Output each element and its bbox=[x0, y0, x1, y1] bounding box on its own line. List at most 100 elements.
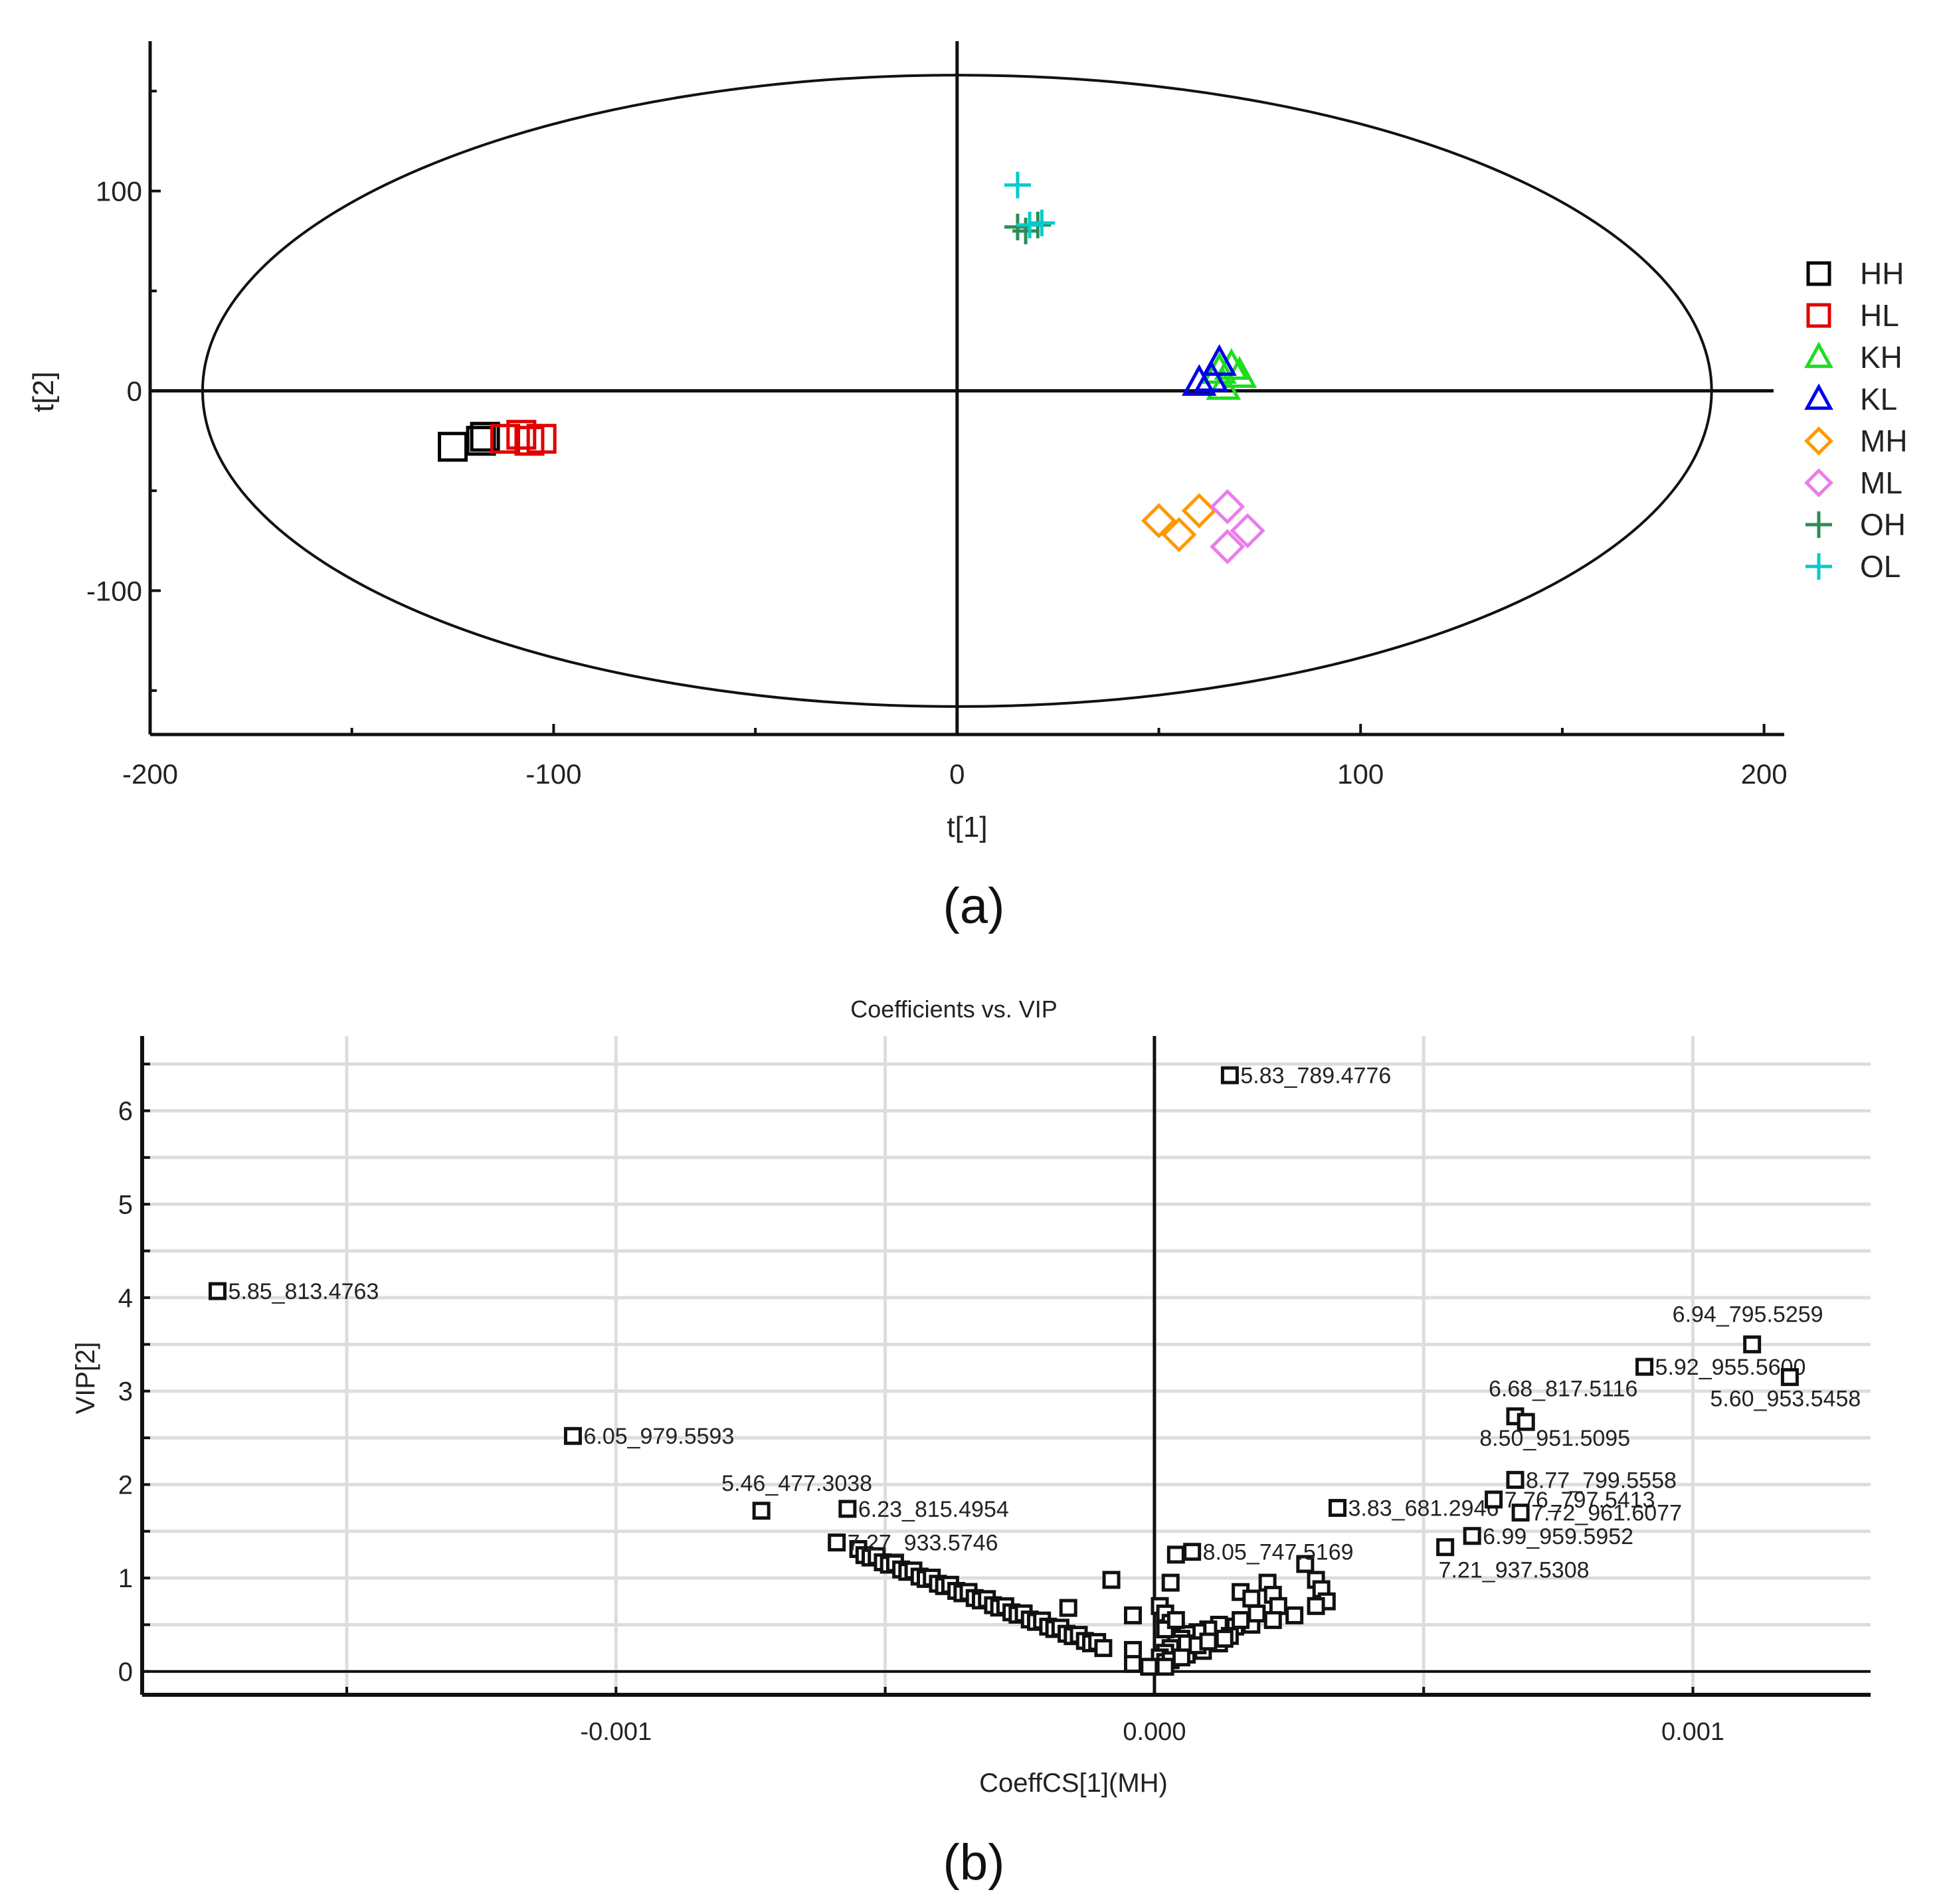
score-point-hl bbox=[506, 420, 537, 450]
legend-marker-hh bbox=[1806, 261, 1831, 286]
vip-plot-y-tick-labels: 0 1 2 3 4 5 6 bbox=[118, 1097, 133, 1687]
legend-marker-kh bbox=[1804, 341, 1833, 369]
score-plot-x-tick-label: -200 bbox=[122, 758, 178, 790]
vip-plot-y-tick-label: 6 bbox=[118, 1097, 133, 1126]
vip-point-label: 6.23_815.4954 bbox=[858, 1497, 1009, 1522]
score-plot-x-tick-label: 200 bbox=[1741, 758, 1788, 790]
score-plot-legend: HH HL KH KL MH ML OH OL bbox=[1804, 256, 1908, 584]
vip-plot-x-tick-labels: -0.001 0.000 0.001 bbox=[580, 1718, 1724, 1746]
vip-labeled-point bbox=[1506, 1470, 1525, 1489]
score-point-kl bbox=[1202, 344, 1237, 376]
score-plot-x-tick-label: 100 bbox=[1337, 758, 1384, 790]
legend-marker-oh bbox=[1805, 511, 1832, 538]
vip-labeled-point bbox=[828, 1533, 846, 1552]
vip-point-label: 8.05_747.5169 bbox=[1203, 1540, 1354, 1565]
vip-point bbox=[1102, 1571, 1121, 1589]
score-plot-y-tick-label: 0 bbox=[127, 376, 142, 407]
score-point-kl bbox=[1182, 364, 1217, 396]
vip-point-label: 5.60_953.5458 bbox=[1710, 1387, 1861, 1412]
vip-labeled-point bbox=[1635, 1357, 1654, 1376]
vip-labeled-point bbox=[1517, 1413, 1535, 1431]
legend-marker-ol bbox=[1805, 553, 1832, 580]
vip-plot-y-tick-label: 2 bbox=[118, 1470, 133, 1500]
score-point-ml bbox=[1210, 529, 1246, 564]
score-plot-x-axis-label: t[1] bbox=[947, 811, 987, 843]
vip-plot-x-tick-label: -0.001 bbox=[580, 1718, 652, 1746]
legend-label-hh: HH bbox=[1860, 256, 1904, 291]
panel-a-label: (a) bbox=[943, 878, 1005, 934]
vip-labeled-point bbox=[1780, 1368, 1799, 1387]
legend-marker-hl bbox=[1806, 303, 1831, 328]
vip-point-label: 7.21_937.5308 bbox=[1439, 1558, 1590, 1583]
score-plot-y-tick-label: 100 bbox=[96, 176, 142, 207]
score-point-hl bbox=[526, 424, 557, 454]
vip-plot-x-tick-label: 0.001 bbox=[1661, 1718, 1724, 1746]
legend-label-kl: KL bbox=[1860, 382, 1897, 416]
vip-plot-unlabeled-points bbox=[849, 1539, 1336, 1676]
score-point-mh bbox=[1181, 493, 1217, 529]
vip-point-label: 8.77_799.5558 bbox=[1526, 1468, 1677, 1493]
vip-labeled-point bbox=[1220, 1066, 1239, 1084]
score-plot-points bbox=[438, 171, 1265, 564]
vip-labeled-point bbox=[1511, 1504, 1530, 1522]
vip-plot-x-tick-label: 0.000 bbox=[1123, 1718, 1186, 1746]
vip-plot-y-tick-label: 0 bbox=[118, 1658, 133, 1687]
vip-point-label: 5.83_789.4776 bbox=[1240, 1063, 1391, 1088]
score-point-mh bbox=[1141, 503, 1177, 539]
vip-point bbox=[1215, 1630, 1234, 1648]
vip-labeled-point bbox=[1436, 1538, 1455, 1557]
vip-labeled-point bbox=[1183, 1543, 1202, 1561]
score-plot-x-tick-label: 0 bbox=[949, 758, 965, 790]
vip-point-label: 6.68_817.5116 bbox=[1489, 1377, 1637, 1402]
vip-point bbox=[1296, 1555, 1315, 1573]
score-point-kl bbox=[1194, 360, 1229, 392]
vip-point bbox=[1161, 1573, 1180, 1592]
vip-labeled-point bbox=[1329, 1499, 1347, 1517]
vip-plot-title: Coefficients vs. VIP bbox=[850, 995, 1057, 1023]
vip-plot-y-tick-label: 5 bbox=[118, 1190, 133, 1219]
legend-label-mh: MH bbox=[1860, 424, 1908, 458]
vip-plot-axes bbox=[140, 1036, 1871, 1697]
vip-labeled-point bbox=[1485, 1490, 1503, 1509]
vip-point bbox=[1156, 1658, 1174, 1676]
vip-plot-y-axis-label: VIP[2] bbox=[71, 1342, 100, 1415]
vip-point bbox=[1140, 1658, 1158, 1676]
vip-point-label: 5.46_477.3038 bbox=[721, 1471, 872, 1496]
legend-label-ol: OL bbox=[1860, 549, 1900, 584]
score-plot-panel: -200 -100 0 100 200 100 0 -100 t[1] t[2] HH HL K… bbox=[27, 41, 1908, 934]
vip-point-label: 7.27_933.5746 bbox=[848, 1531, 998, 1556]
panel-b-label: (b) bbox=[943, 1834, 1005, 1891]
vip-point-label: 6.94_795.5259 bbox=[1673, 1302, 1823, 1327]
vip-point bbox=[1059, 1599, 1077, 1617]
score-point-ml bbox=[1210, 489, 1246, 525]
vip-point-label: 5.85_813.4763 bbox=[228, 1279, 379, 1304]
vip-point bbox=[1123, 1606, 1142, 1624]
vip-point bbox=[1232, 1610, 1250, 1629]
score-point-hh bbox=[466, 426, 496, 456]
score-plot-x-tick-label: -100 bbox=[525, 758, 581, 790]
score-plot-x-tick-labels: -200 -100 0 100 200 bbox=[122, 758, 1788, 790]
vip-point bbox=[1307, 1597, 1325, 1615]
vip-point bbox=[1285, 1606, 1304, 1624]
legend-marker-ml bbox=[1804, 468, 1833, 497]
vip-plot-y-tick-label: 3 bbox=[118, 1377, 133, 1407]
vip-labeled-point bbox=[208, 1282, 227, 1300]
score-plot-y-axis-label: t[2] bbox=[27, 371, 60, 412]
legend-label-hl: HL bbox=[1860, 298, 1899, 333]
score-point-ol bbox=[1016, 211, 1044, 238]
vip-labeled-point bbox=[1463, 1527, 1481, 1545]
vip-point-label: 6.05_979.5593 bbox=[583, 1424, 734, 1449]
score-point-hh bbox=[470, 422, 500, 452]
score-point-ml bbox=[1230, 513, 1265, 549]
vip-point-label: 7.72_961.6077 bbox=[1531, 1501, 1682, 1526]
score-point-mh bbox=[1161, 517, 1197, 553]
legend-marker-kl bbox=[1804, 383, 1833, 410]
legend-label-kh: KH bbox=[1860, 340, 1902, 375]
score-plot-y-tick-labels: 100 0 -100 bbox=[86, 176, 142, 607]
vip-plot-labeled-points: 5.83_789.4776 5.85_813.4763 6.94_795.5259 5… bbox=[208, 1063, 1861, 1583]
vip-plot-x-axis-label: CoeffCS[1](MH) bbox=[979, 1769, 1168, 1798]
vip-plot-y-tick-label: 1 bbox=[118, 1564, 133, 1593]
legend-label-ml: ML bbox=[1860, 466, 1902, 500]
vip-point bbox=[1166, 1610, 1185, 1629]
